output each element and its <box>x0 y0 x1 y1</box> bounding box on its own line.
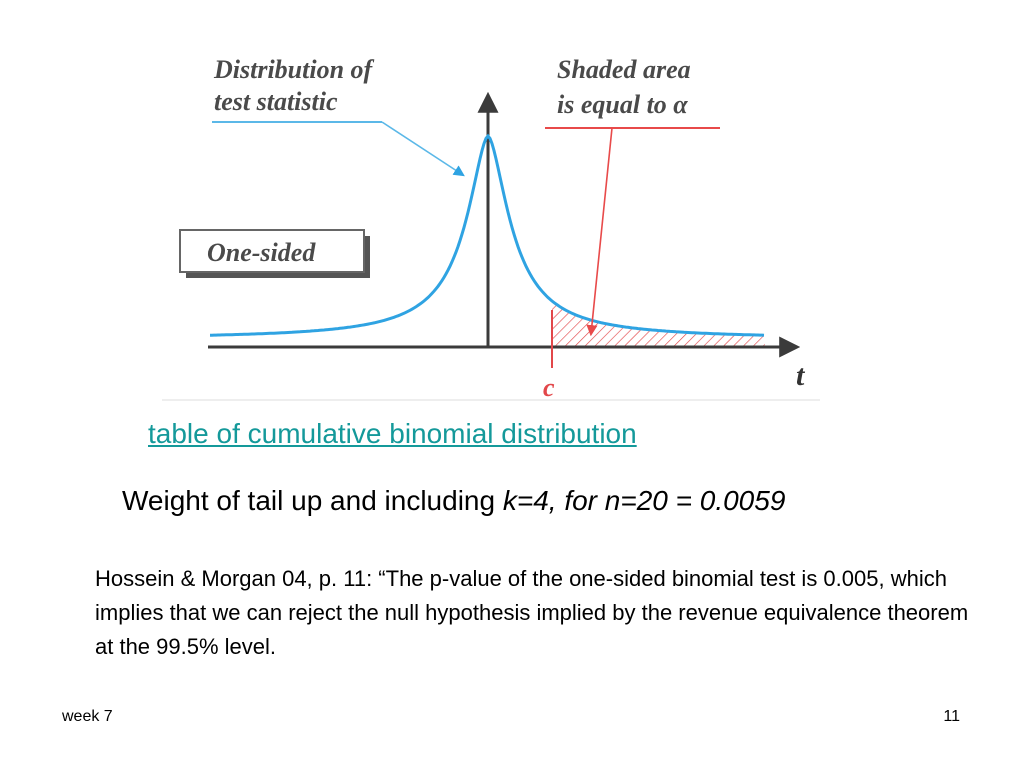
tail-weight-value: k=4, for n=20 = 0.0059 <box>502 485 786 516</box>
shaded-tail-area <box>552 301 765 347</box>
one-sided-box <box>179 229 365 273</box>
cumulative-binomial-table-link[interactable]: table of cumulative binomial distributio… <box>148 418 637 449</box>
distribution-pointer-arrow <box>381 121 465 177</box>
footer-week: week 7 <box>62 708 113 725</box>
critical-value-label: c <box>543 373 555 402</box>
distribution-curve <box>210 133 765 337</box>
tail-weight-prefix: Weight of tail up and including <box>122 485 503 516</box>
distribution-label-line-2: test statistic <box>214 87 338 116</box>
shaded-label-line-1: Shaded area <box>557 55 691 84</box>
one-sided-label: One-sided <box>207 238 316 267</box>
shaded-pointer-arrow <box>586 127 613 337</box>
footer-slide-number: 11 <box>943 708 960 725</box>
t-axis-label: t <box>796 359 806 392</box>
shaded-label-line-2: is equal to α <box>557 90 688 119</box>
tail-weight-statement: Weight of tail up and including k=4, for… <box>122 485 785 517</box>
hossein-morgan-quote: Hossein & Morgan 04, p. 11: “The p-value… <box>95 566 969 659</box>
test-statistic-diagram: c t Distribution of test statistic Shade… <box>162 55 820 402</box>
distribution-label-line-1: Distribution of <box>213 55 375 84</box>
